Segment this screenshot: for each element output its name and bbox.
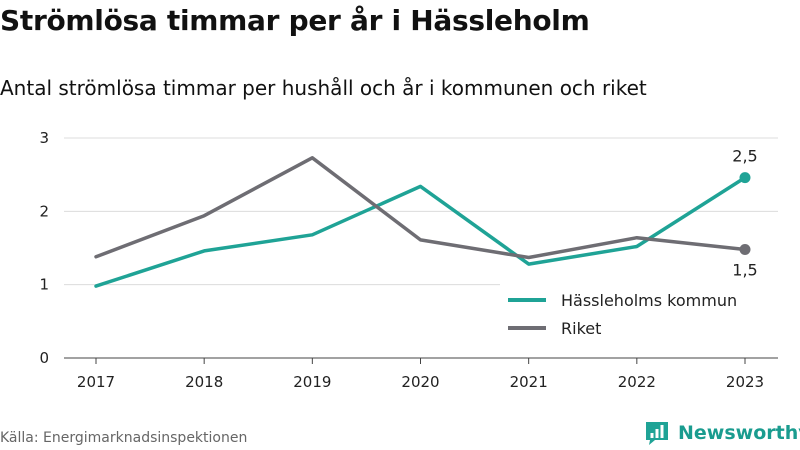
legend-entry: Hässleholms kommun (561, 291, 737, 310)
x-tick-label: 2022 (618, 373, 656, 391)
legend-entry: Riket (561, 319, 601, 338)
end-value-label: 1,5 (732, 260, 757, 279)
data-labels: 2,5 1,5 (732, 147, 757, 280)
end-value-label: 2,5 (732, 147, 757, 166)
chart-subtitle: Antal strömlösa timmar per hushåll och å… (0, 76, 647, 100)
y-tick-label: 0 (39, 349, 49, 367)
series-line (94, 156, 747, 260)
series-line (94, 175, 747, 288)
y-tick-label: 3 (39, 129, 49, 147)
brand-name: Newsworthy (678, 422, 800, 444)
newsworthy-logo-icon (646, 422, 668, 445)
y-tick-label: 1 (39, 276, 49, 294)
axes: 0 1 2 3 2017 2018 2019 2020 2021 2022 2023 (39, 129, 778, 391)
x-tick-label: 2017 (77, 373, 115, 391)
series-lines (94, 156, 751, 288)
x-tick-label: 2019 (293, 373, 331, 391)
series-end-point (739, 243, 751, 255)
x-tick-label: 2020 (401, 373, 439, 391)
series-end-point (739, 172, 751, 184)
chart-title: Strömlösa timmar per år i Hässleholm (0, 4, 590, 37)
x-tick-label: 2023 (726, 373, 764, 391)
y-tick-label: 2 (39, 202, 49, 220)
x-tick-label: 2021 (510, 373, 548, 391)
brand-logo: Newsworthy (643, 419, 800, 447)
legend-background (500, 284, 778, 346)
legend: Hässleholms kommun Riket (500, 284, 778, 346)
source-note: Källa: Energimarknadsinspektionen (0, 430, 248, 446)
x-tick-label: 2018 (185, 373, 223, 391)
